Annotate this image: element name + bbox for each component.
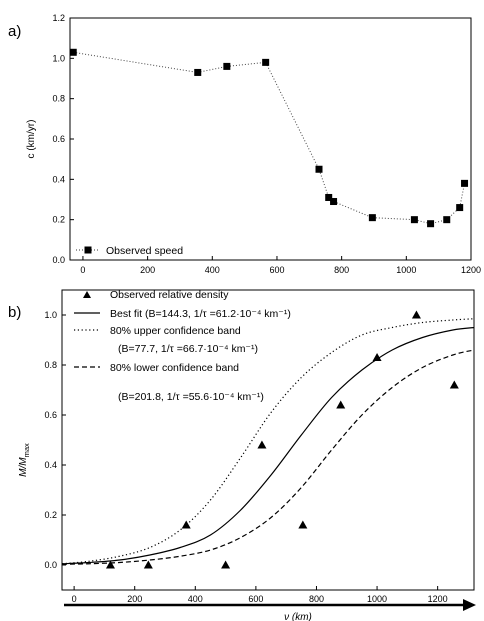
- chart-b-lower-band-curve: [61, 349, 475, 565]
- chart-a-xtick-label: 600: [269, 265, 284, 275]
- chart-b-point-triangle: [449, 380, 459, 389]
- chart-a-ylabel: c (km/yr): [26, 120, 37, 159]
- chart-a-point: [456, 204, 464, 212]
- chart-b-ytick-label: 0.0: [44, 560, 57, 570]
- chart-b-ylabel: M/Mmax: [18, 443, 31, 477]
- chart-b-legend-label-upper-2: (B=77.7, 1/τ =66.7·10⁻⁴ km⁻¹): [118, 343, 258, 355]
- panel-label-b: b): [8, 304, 21, 321]
- chart-b-ytick-label: 0.6: [44, 410, 57, 420]
- chart-b-xtick-label: 0: [72, 594, 77, 604]
- chart-b-legend-label-lower-2: (B=201.8, 1/τ =55.6·10⁻⁴ km⁻¹): [118, 391, 264, 403]
- chart-b-ytick-label: 0.2: [44, 510, 57, 520]
- chart-b-xtick-label: 600: [248, 594, 263, 604]
- chart-a-ytick-label: 0.2: [52, 215, 65, 225]
- chart-b-ylabel-sub: max: [22, 443, 31, 457]
- chart-b-frame: [61, 289, 475, 591]
- chart-a-xtick-label: 800: [334, 265, 349, 275]
- chart-b-legend-label-lower-1: 80% lower confidence band: [110, 362, 239, 374]
- panel-label-a: a): [8, 23, 21, 40]
- chart-a-xtick-label: 1000: [396, 265, 416, 275]
- chart-b-point-triangle: [336, 400, 346, 409]
- chart-b-xtick-label: 800: [309, 594, 324, 604]
- chart-b-xtick-label: 1000: [367, 594, 387, 604]
- chart-a-point: [325, 193, 333, 201]
- chart-a-point: [410, 216, 418, 224]
- chart-a-point: [330, 198, 338, 206]
- chart-b-xtick-label: 200: [127, 594, 142, 604]
- chart-a-point: [194, 68, 202, 76]
- chart-b-legend: Observed relative density Best fit (B=14…: [74, 289, 291, 403]
- chart-b-xaxis-arrow-head: [463, 599, 476, 611]
- chart-b-xtick-label: 1200: [428, 594, 448, 604]
- chart-b-point-triangle: [411, 310, 421, 319]
- chart-a-series-line: [73, 51, 466, 225]
- chart-a-point: [427, 220, 435, 228]
- chart-a-legend: Observed speed: [76, 245, 183, 257]
- chart-b-legend-label-observed: Observed relative density: [110, 289, 229, 301]
- chart-b-ylabel-main: M/M: [18, 457, 29, 477]
- chart-a-point: [69, 48, 77, 56]
- chart-a-ytick-label: 0.8: [52, 94, 65, 104]
- chart-a-ytick-label: 1.2: [52, 13, 65, 23]
- chart-b-bestfit-curve: [61, 326, 475, 565]
- chart-b-legend-triangle: [83, 291, 91, 298]
- chart-b-point-triangle: [143, 560, 153, 569]
- chart-a-point: [443, 216, 451, 224]
- chart-a-xtick-label: 1200: [461, 265, 481, 275]
- chart-a-xtick-label: 400: [205, 265, 220, 275]
- chart-a-legend-label: Observed speed: [106, 245, 183, 257]
- chart-b-xtick-label: 400: [188, 594, 203, 604]
- chart-a-xtick-label: 0: [80, 265, 85, 275]
- chart-b-upper-band-curve: [61, 318, 475, 565]
- chart-b-ytick-label: 0.8: [44, 360, 57, 370]
- chart-b-point-triangle: [298, 520, 308, 529]
- chart-b-ytick-label: 0.4: [44, 460, 57, 470]
- chart-b-density: 0 200 400 600 800 1000 12000.00.20.40.60.81.0 …: [18, 289, 476, 621]
- chart-b-point-triangle: [372, 353, 382, 361]
- chart-a-ytick-label: 0.4: [52, 174, 65, 184]
- chart-a-legend-marker: [84, 246, 92, 254]
- chart-b-xlabel: ν (km): [284, 612, 312, 621]
- chart-b-ytick-label: 1.0: [44, 310, 57, 320]
- chart-a-point: [368, 214, 376, 222]
- chart-b-legend-label-upper-1: 80% upper confidence band: [110, 325, 241, 337]
- chart-a-xtick-label: 200: [140, 265, 155, 275]
- chart-a-speed: 0 200 400 600 800 1000 1200 0.0 0.2 0.4 0.6 0.8 1.0 1…: [26, 13, 481, 275]
- chart-a-frame: [69, 17, 472, 261]
- chart-b-point-triangle: [257, 440, 267, 449]
- chart-b-point-triangle: [221, 560, 231, 569]
- chart-a-point: [461, 179, 469, 187]
- chart-a-point: [315, 165, 323, 173]
- chart-b-point-triangle: [105, 560, 115, 569]
- chart-a-ytick-label: 0.0: [52, 255, 65, 265]
- chart-b-legend-label-bestfit: Best fit (B=144.3, 1/τ =61.2·10⁻⁴ km⁻¹): [110, 308, 291, 320]
- chart-a-point: [262, 58, 270, 66]
- chart-a-point: [223, 62, 231, 70]
- chart-a-ytick-label: 1.0: [52, 53, 65, 63]
- chart-a-ytick-label: 0.6: [52, 134, 65, 144]
